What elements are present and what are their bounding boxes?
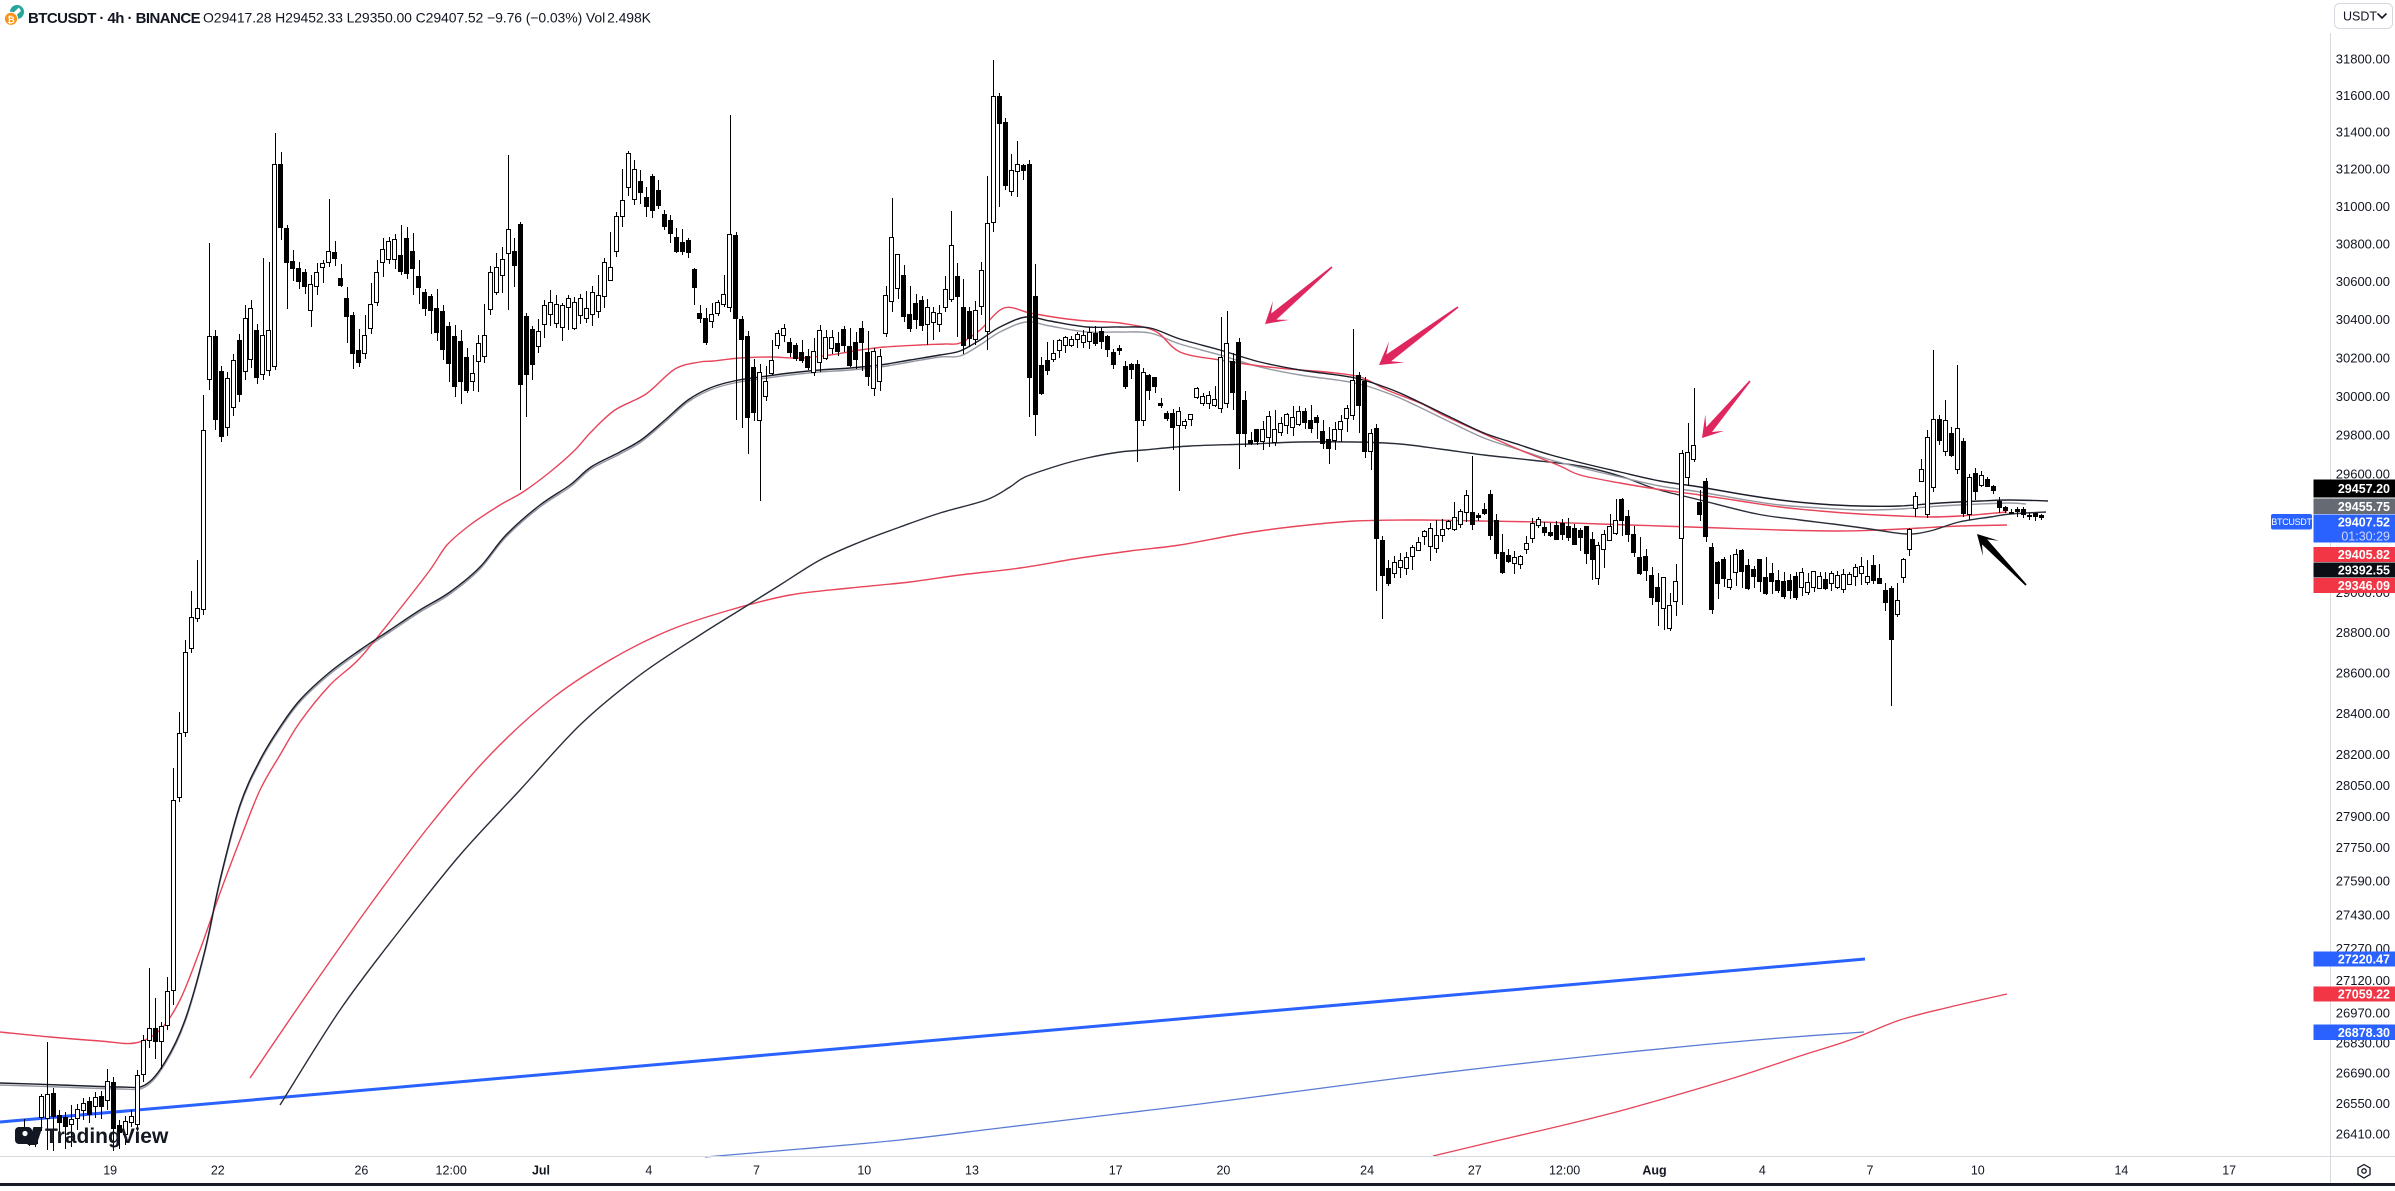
svg-text:₿: ₿: [7, 15, 14, 25]
svg-text:28050.00: 28050.00: [2336, 778, 2390, 793]
svg-text:31000.00: 31000.00: [2336, 199, 2390, 214]
svg-text:26970.00: 26970.00: [2336, 1005, 2390, 1020]
svg-text:31200.00: 31200.00: [2336, 162, 2390, 177]
svg-text:27: 27: [1468, 1164, 1482, 1178]
svg-text:29392.55: 29392.55: [2338, 564, 2390, 578]
svg-text:28800.00: 28800.00: [2336, 625, 2390, 640]
svg-text:BTCUSDT · 4h · BINANCE: BTCUSDT · 4h · BINANCE: [28, 10, 201, 27]
svg-text:26878.30: 26878.30: [2338, 1026, 2390, 1040]
svg-text:7: 7: [753, 1164, 760, 1178]
svg-text:29346.09: 29346.09: [2338, 579, 2390, 593]
svg-text:20: 20: [1216, 1164, 1230, 1178]
svg-text:7: 7: [1867, 1164, 1874, 1178]
svg-text:13: 13: [965, 1164, 979, 1178]
svg-text:26550.00: 26550.00: [2336, 1096, 2390, 1111]
svg-text:26: 26: [354, 1164, 368, 1178]
svg-text:26690.00: 26690.00: [2336, 1066, 2390, 1081]
svg-text:14: 14: [2114, 1164, 2128, 1178]
svg-text:29800.00: 29800.00: [2336, 428, 2390, 443]
svg-text:30000.00: 30000.00: [2336, 389, 2390, 404]
svg-text:27120.00: 27120.00: [2336, 973, 2390, 988]
svg-text:27900.00: 27900.00: [2336, 809, 2390, 824]
svg-text:31400.00: 31400.00: [2336, 125, 2390, 140]
svg-text:27430.00: 27430.00: [2336, 907, 2390, 922]
svg-text:31800.00: 31800.00: [2336, 51, 2390, 66]
svg-text:27220.47: 27220.47: [2338, 953, 2390, 967]
svg-text:17: 17: [1109, 1164, 1123, 1178]
svg-text:BTCUSDT: BTCUSDT: [2271, 517, 2312, 527]
svg-text:29405.82: 29405.82: [2338, 548, 2390, 562]
svg-text:29407.52: 29407.52: [2338, 516, 2390, 530]
svg-text:29457.20: 29457.20: [2338, 482, 2390, 496]
svg-text:30800.00: 30800.00: [2336, 236, 2390, 251]
svg-text:22: 22: [211, 1164, 225, 1178]
svg-text:Jul: Jul: [532, 1164, 550, 1178]
svg-text:30400.00: 30400.00: [2336, 312, 2390, 327]
svg-text:Aug: Aug: [1642, 1164, 1666, 1178]
svg-text:28200.00: 28200.00: [2336, 747, 2390, 762]
svg-text:29455.75: 29455.75: [2338, 500, 2390, 514]
svg-text:27750.00: 27750.00: [2336, 840, 2390, 855]
svg-text:19: 19: [103, 1164, 117, 1178]
svg-text:O29417.28 H29452.33 L29350.00: O29417.28 H29452.33 L29350.00 C29407.52 …: [203, 10, 652, 26]
svg-text:12:00: 12:00: [1549, 1164, 1580, 1178]
svg-text:29600.00: 29600.00: [2336, 467, 2390, 482]
svg-text:31600.00: 31600.00: [2336, 88, 2390, 103]
svg-text:TradingView: TradingView: [45, 1125, 169, 1148]
svg-text:10: 10: [857, 1164, 871, 1178]
svg-text:28600.00: 28600.00: [2336, 666, 2390, 681]
svg-text:24: 24: [1360, 1164, 1374, 1178]
svg-text:27059.22: 27059.22: [2338, 988, 2390, 1002]
svg-text:30600.00: 30600.00: [2336, 274, 2390, 289]
svg-text:27590.00: 27590.00: [2336, 874, 2390, 889]
svg-text:17: 17: [2222, 1164, 2236, 1178]
svg-text:26410.00: 26410.00: [2336, 1127, 2390, 1142]
svg-text:12:00: 12:00: [436, 1164, 467, 1178]
svg-text:4: 4: [645, 1164, 652, 1178]
svg-text:USDT: USDT: [2343, 10, 2377, 24]
svg-text:4: 4: [1759, 1164, 1766, 1178]
svg-text:01:30:29: 01:30:29: [2341, 530, 2390, 544]
svg-text:30200.00: 30200.00: [2336, 350, 2390, 365]
svg-text:10: 10: [1971, 1164, 1985, 1178]
svg-text:28400.00: 28400.00: [2336, 706, 2390, 721]
